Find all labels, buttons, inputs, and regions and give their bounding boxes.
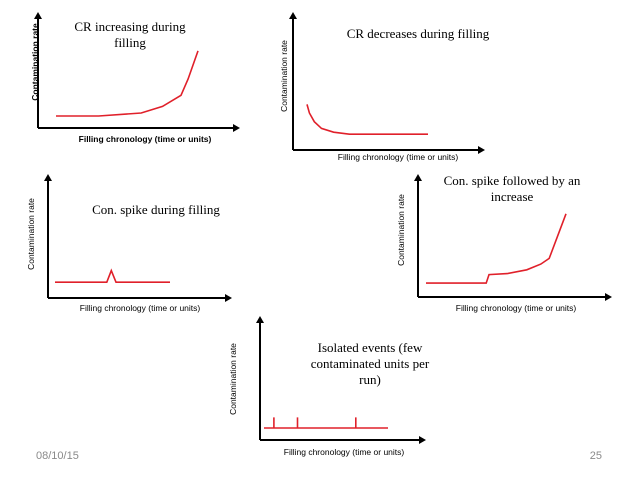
x-axis-arrow-icon bbox=[419, 436, 426, 444]
caption-line: CR decreases during filling bbox=[347, 26, 490, 41]
x-axis-arrow-icon bbox=[478, 146, 485, 154]
series-line bbox=[55, 268, 170, 284]
y-axis-label: Contamination rate bbox=[30, 23, 40, 101]
chart-caption: CR decreases during filling bbox=[347, 26, 490, 41]
y-axis-arrow-icon bbox=[256, 316, 264, 323]
y-axis-label: Contamination rate bbox=[228, 343, 238, 415]
series-line bbox=[264, 417, 388, 429]
y-axis-arrow-icon bbox=[414, 174, 422, 181]
x-axis-arrow-icon bbox=[233, 124, 240, 132]
chart-3: Filling chronology (time or units) Contam… bbox=[26, 174, 232, 313]
y-axis-label: Contamination rate bbox=[279, 40, 289, 112]
caption-line: Isolated events (few bbox=[318, 340, 423, 355]
chart-caption: Con. spike during filling bbox=[92, 202, 220, 217]
y-axis-label: Contamination rate bbox=[26, 198, 36, 270]
x-axis-arrow-icon bbox=[225, 294, 232, 302]
y-axis-arrow-icon bbox=[289, 12, 297, 19]
x-axis-arrow-icon bbox=[605, 293, 612, 301]
series-line bbox=[56, 50, 199, 117]
chart-1: Filling chronology (time or units) Contam… bbox=[30, 12, 240, 144]
caption-line: Con. spike during filling bbox=[92, 202, 220, 217]
chart-5: Filling chronology (time or units) Contam… bbox=[228, 316, 430, 457]
series-line bbox=[426, 213, 567, 284]
caption-line: CR increasing during bbox=[74, 19, 186, 34]
series-line bbox=[306, 104, 428, 135]
footer-page-number: 25 bbox=[590, 450, 602, 462]
y-axis-arrow-icon bbox=[44, 174, 52, 181]
caption-line: run) bbox=[359, 372, 381, 387]
x-axis-label: Filling chronology (time or units) bbox=[79, 134, 212, 144]
chart-caption: Isolated events (few contaminated units p… bbox=[311, 340, 430, 387]
y-axis-arrow-icon bbox=[34, 12, 42, 19]
chart-caption: CR increasing during filling bbox=[74, 19, 186, 50]
caption-line: Con. spike followed by an bbox=[444, 173, 581, 188]
x-axis-label: Filling chronology (time or units) bbox=[80, 303, 201, 313]
x-axis-label: Filling chronology (time or units) bbox=[456, 303, 577, 313]
caption-line: contaminated units per bbox=[311, 356, 430, 371]
chart-4: Filling chronology (time or units) Contam… bbox=[396, 173, 612, 313]
x-axis-label: Filling chronology (time or units) bbox=[284, 447, 405, 457]
x-axis-label: Filling chronology (time or units) bbox=[338, 152, 459, 162]
chart-caption: Con. spike followed by an increase bbox=[444, 173, 581, 204]
chart-2: Filling chronology (time or units) Contam… bbox=[279, 12, 490, 162]
caption-line: increase bbox=[491, 189, 534, 204]
footer-date: 08/10/15 bbox=[36, 450, 79, 462]
caption-line: filling bbox=[114, 35, 146, 50]
y-axis-label: Contamination rate bbox=[396, 194, 406, 266]
